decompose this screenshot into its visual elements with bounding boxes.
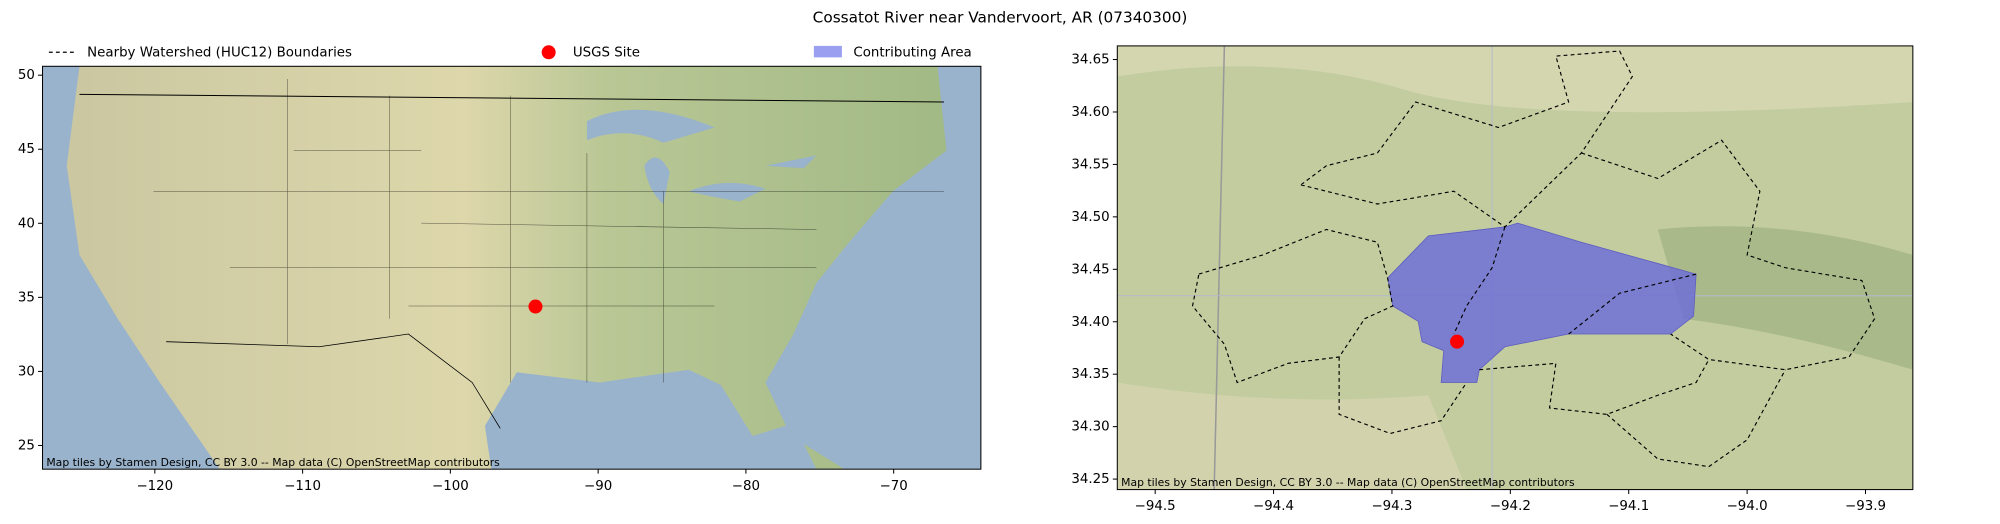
legend: Nearby Watershed (HUC12) Boundaries USGS… [48,45,972,60]
x-tick-label: −90 [584,479,612,494]
y-tick-label: 30 [18,364,35,379]
legend-swatch [813,45,842,58]
x-tick-label: −80 [732,479,760,494]
x-tick-label: −94.1 [1608,499,1649,514]
x-tick-label: −120 [136,479,173,494]
y-tick-label: 50 [18,68,35,83]
x-tick-label: −94.3 [1371,499,1412,514]
attribution: Map tiles by Stamen Design, CC BY 3.0 --… [1121,476,1575,489]
usgs-site [528,299,543,314]
y-tick-label: 34.40 [1071,315,1109,330]
y-tick-label: 40 [18,216,35,231]
x-tick-label: −70 [880,479,908,494]
x-tick-label: −93.9 [1845,499,1886,514]
basemap [1117,45,1913,490]
x-tick-label: −100 [432,479,469,494]
basemap [42,66,981,470]
x-tick-label: −94.2 [1490,499,1531,514]
y-tick-label: 34.60 [1071,105,1109,120]
y-tick-label: 34.25 [1071,472,1109,487]
x-tick-label: −110 [284,479,321,494]
y-tick-label: 34.35 [1071,367,1109,382]
legend-label: Contributing Area [853,45,971,60]
usgs-site [1450,334,1465,349]
x-tick-label: −94.0 [1727,499,1768,514]
legend-label: Nearby Watershed (HUC12) Boundaries [87,45,352,60]
axes-frame [1116,45,1914,491]
y-tick-label: 34.30 [1071,420,1109,435]
legend-label: USGS Site [573,45,640,60]
attribution: Map tiles by Stamen Design, CC BY 3.0 --… [46,456,500,469]
y-tick-label: 34.50 [1071,210,1109,225]
y-tick-label: 34.55 [1071,157,1109,172]
figure-title: Cossatot River near Vandervoort, AR (073… [813,8,1188,26]
y-tick-label: 35 [18,290,35,305]
x-tick-label: −94.5 [1135,499,1176,514]
y-tick-label: 25 [18,438,35,453]
axes-frame [42,65,982,470]
x-tick-label: −94.4 [1253,499,1294,514]
y-tick-label: 45 [18,142,35,157]
legend-swatch [541,45,556,60]
y-tick-label: 34.65 [1071,53,1109,68]
y-tick-label: 34.45 [1071,262,1109,277]
